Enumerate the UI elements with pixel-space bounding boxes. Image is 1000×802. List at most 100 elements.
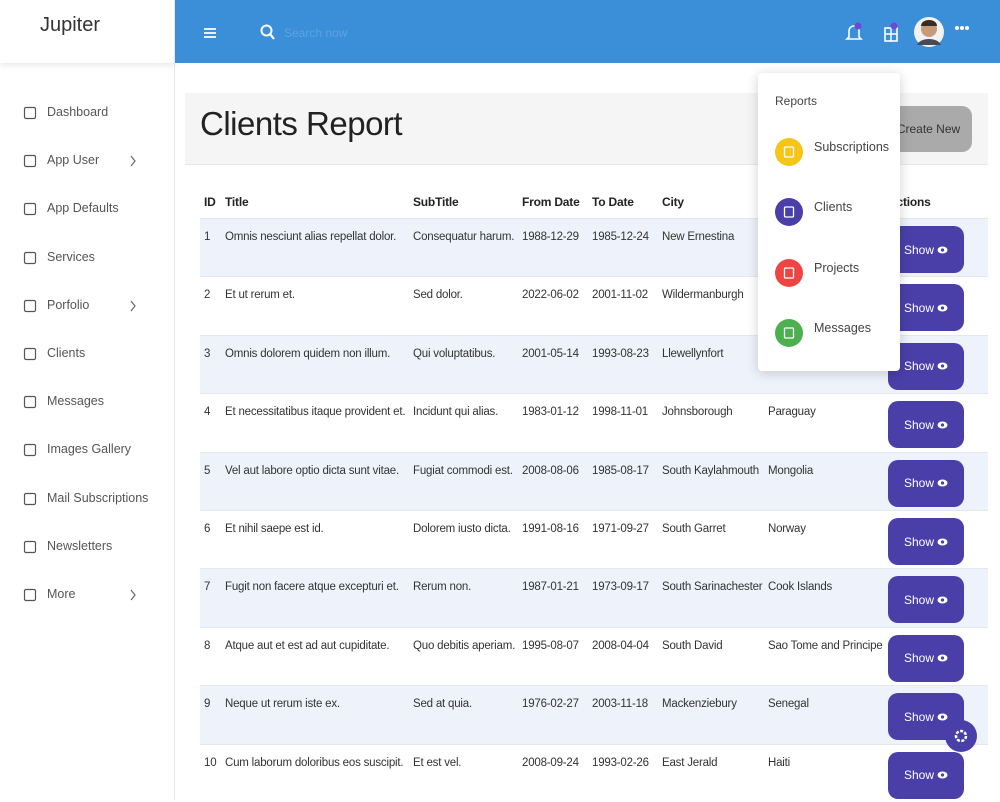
table-cell: 10 (204, 756, 217, 769)
menu-icon (23, 492, 37, 505)
show-button[interactable]: Show (888, 342, 964, 390)
table-cell: South Garret (662, 523, 726, 535)
table-cell: 1993-08-23 (592, 347, 649, 360)
table-cell: Rerum non. (413, 581, 472, 594)
menu-label: Porfolio (47, 297, 90, 312)
table-cell: 2003-11-18 (592, 698, 648, 711)
show-label: Show (903, 592, 935, 607)
show-button[interactable]: Show (888, 634, 964, 682)
column-header: From Date (522, 195, 580, 209)
sidebar-menu: Dashboard App User App Defaults Services Por… (0, 0, 175, 800)
menu-item[interactable]: Newsletters (0, 532, 175, 562)
item-icon (775, 318, 803, 347)
table-cell: Et necessitatibus itaque provident et. (225, 406, 406, 419)
menu-icon (23, 203, 37, 216)
table-cell: Wildermanburgh (662, 289, 744, 302)
table-cell: Quo debitis aperiam. (413, 639, 516, 652)
table-cell: 2008-09-24 (522, 756, 579, 769)
menu-item[interactable]: Images Gallery (0, 435, 175, 465)
dropdown-item[interactable]: Clients (758, 193, 900, 233)
dropdown-title: Reports (775, 94, 818, 108)
table-cell: Qui voluptatibus. (413, 347, 496, 360)
menu-icon (23, 251, 37, 264)
table-cell: 9 (204, 698, 211, 711)
item-icon (775, 138, 803, 166)
show-button[interactable]: Show (888, 226, 964, 273)
menu-item[interactable]: Porfolio (0, 291, 175, 321)
item-glyph (783, 206, 795, 218)
menu-item[interactable]: App Defaults (0, 194, 175, 224)
show-label: Show (903, 242, 935, 257)
menu-item[interactable]: Mail Subscriptions (0, 484, 175, 514)
table-row (200, 510, 988, 569)
eye-icon (937, 362, 948, 370)
menu-item[interactable]: App User (0, 146, 175, 176)
table-cell: 1976-02-27 (522, 698, 579, 711)
table-cell: Consequatur harum. (413, 231, 515, 243)
table-cell: Sao Tome and Principe (768, 639, 883, 652)
item-label: Messages (814, 320, 871, 335)
table-cell: Et ut rerum et. (225, 289, 295, 302)
more-icon[interactable] (954, 24, 970, 32)
table-row (200, 685, 988, 744)
table-cell: Cum laborum doloribus eos suscipit. (225, 756, 404, 769)
table-cell: Et nihil saepe est id. (225, 523, 324, 535)
eye-icon (937, 421, 948, 429)
show-button[interactable]: Show (888, 576, 964, 624)
table-cell: 1998-11-01 (592, 406, 648, 419)
table-cell: 4 (204, 406, 211, 419)
table-cell: 2008-04-04 (592, 639, 649, 652)
table-cell: Cook Islands (768, 581, 833, 594)
menu-item[interactable]: Services (0, 243, 175, 273)
table-cell: Haiti (768, 756, 791, 769)
table-row (200, 393, 988, 452)
table-cell: Et est vel. (413, 756, 462, 769)
table-cell: 1983-01-12 (522, 406, 579, 419)
table-cell: 8 (204, 639, 211, 652)
show-button[interactable]: Show (888, 518, 964, 565)
table-row (200, 451, 988, 510)
table-cell: Atque aut et est ad aut cupiditate. (225, 639, 390, 652)
user-avatar[interactable] (913, 11, 945, 53)
table-cell: Fugiat commodi est. (413, 464, 513, 477)
table-cell: Neque ut rerum iste ex. (225, 698, 340, 711)
table-cell: Omnis nesciunt alias repellat dolor. (225, 231, 397, 243)
table-cell: 2 (204, 289, 211, 302)
menu-toggle-icon[interactable] (203, 26, 217, 40)
show-button[interactable]: Show (888, 459, 964, 507)
column-header: Title (225, 195, 249, 209)
apps-icon[interactable] (882, 22, 900, 44)
show-button[interactable]: Show (888, 284, 964, 332)
menu-icon (23, 444, 37, 457)
menu-icon (23, 347, 37, 361)
menu-icon (23, 106, 37, 120)
chevron-icon (130, 300, 136, 312)
eye-icon (937, 304, 948, 312)
settings-button[interactable] (944, 719, 978, 753)
menu-item[interactable]: Clients (0, 339, 175, 369)
item-glyph (783, 327, 795, 339)
table-cell: 5 (204, 464, 211, 477)
menu-item[interactable]: Dashboard (0, 98, 175, 128)
item-label: Subscriptions (814, 140, 890, 154)
table-cell: South Sarinachester (662, 581, 763, 594)
menu-label: App User (47, 153, 100, 168)
search-icon[interactable] (260, 24, 276, 42)
table-cell: Incidunt qui alias. (413, 406, 499, 419)
column-header: SubTitle (413, 195, 459, 209)
table-cell: 1 (204, 231, 211, 243)
dropdown-item[interactable]: Messages (758, 314, 900, 354)
show-button[interactable]: Show (888, 751, 964, 799)
dropdown-item[interactable]: Subscriptions (758, 133, 900, 173)
menu-icon (23, 396, 37, 409)
show-label: Show (903, 534, 935, 549)
search-input[interactable]: Search now (284, 26, 348, 40)
menu-item[interactable]: Messages (0, 387, 175, 417)
show-button[interactable]: Show (888, 401, 964, 449)
table-cell: 1993-02-26 (592, 756, 649, 769)
dropdown-item[interactable]: Projects (758, 254, 900, 294)
menu-item[interactable]: More (0, 580, 175, 610)
notifications-icon[interactable] (845, 22, 863, 44)
brand[interactable]: Jupiter (39, 14, 101, 36)
table-cell: Sed at quia. (413, 698, 472, 711)
